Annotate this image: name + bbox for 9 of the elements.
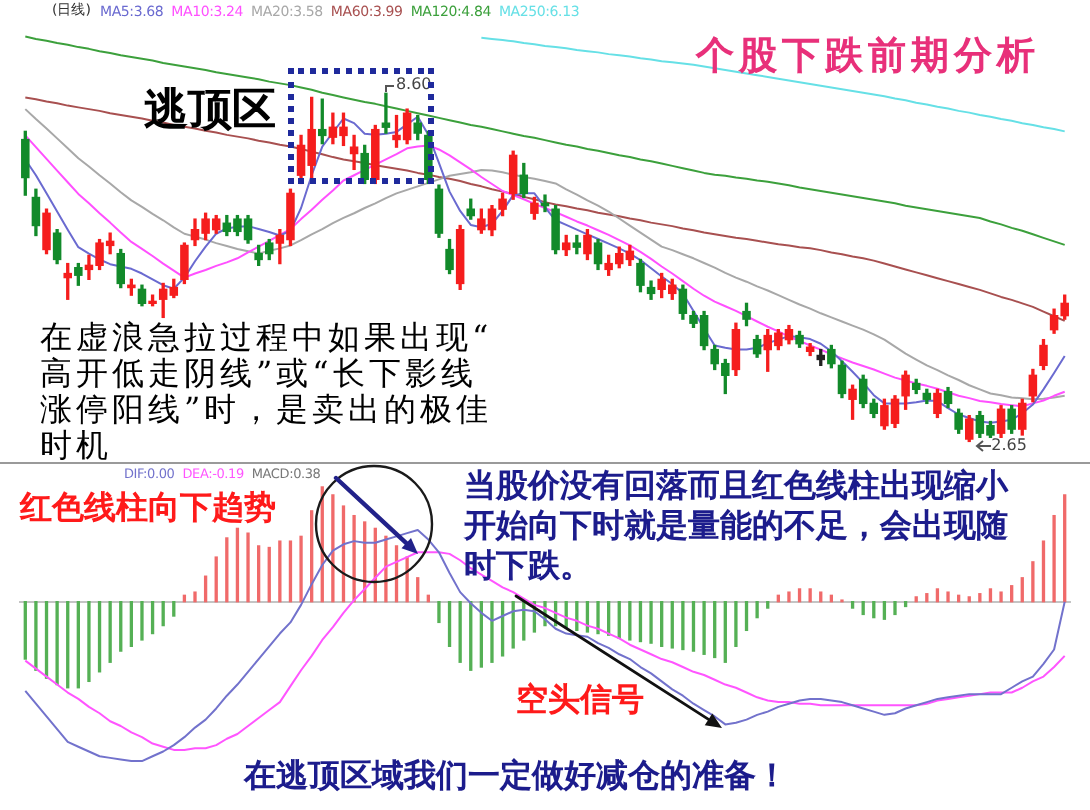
annotation: 红色线柱向下趋势 <box>20 488 276 526</box>
annotation: 2.65 <box>991 435 1027 454</box>
annotation: 在逃顶区域我们一定做好减仓的准备！ <box>244 756 788 794</box>
candlestick <box>349 134 359 171</box>
annotation: 逃顶区 <box>144 86 276 137</box>
annotation: 当股价没有回落而且红色线柱出现缩小开始向下时就是量能的不足，会出现随时下跌。 <box>464 466 1011 586</box>
annotation: 在虚浪急拉过程中如果出现“高开低走阴线”或“长下影线涨停阳线”时，是卖出的极佳时机 <box>40 318 495 464</box>
annotation: 空头信号 <box>516 680 644 718</box>
chart-title: 个股下跌前期分析 <box>696 34 1040 78</box>
